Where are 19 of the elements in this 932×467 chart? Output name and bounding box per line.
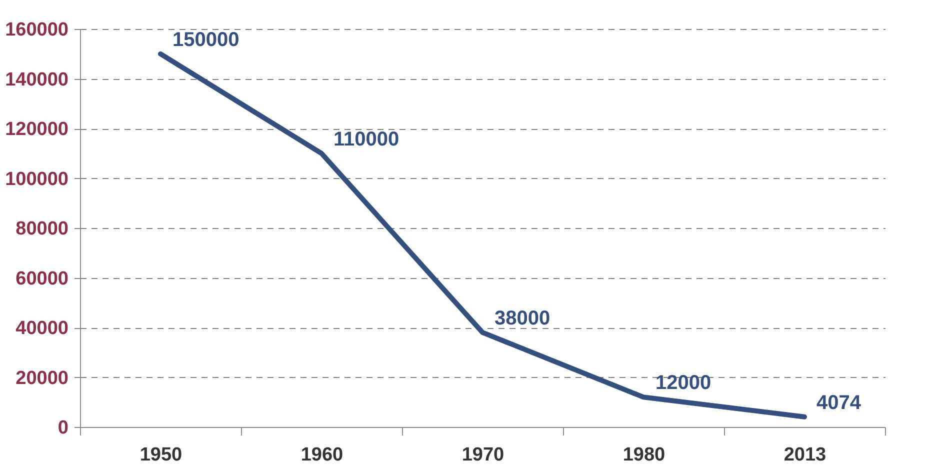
y-tick-label: 40000 xyxy=(16,318,68,339)
x-tick-label: 1980 xyxy=(622,444,666,466)
y-tick-label: 120000 xyxy=(5,119,68,140)
x-tick-label: 1960 xyxy=(300,444,344,466)
data-label: 150000 xyxy=(172,28,240,51)
y-tick-label: 80000 xyxy=(16,218,68,240)
x-tick-label: 1970 xyxy=(462,444,504,466)
x-tick-label: 1950 xyxy=(140,444,182,466)
data-label: 38000 xyxy=(494,307,550,330)
y-tick-label: 140000 xyxy=(5,69,68,90)
data-label: 12000 xyxy=(656,372,712,394)
y-tick-label: 20000 xyxy=(16,368,68,389)
y-tick-label: 100000 xyxy=(5,168,68,190)
data-label: 110000 xyxy=(334,128,400,150)
y-tick-label: 0 xyxy=(58,418,68,438)
data-label: 4074 xyxy=(816,392,862,414)
y-tick-label: 160000 xyxy=(5,20,68,40)
x-tick-label: 2013 xyxy=(784,444,826,466)
y-tick-label: 60000 xyxy=(16,268,68,290)
